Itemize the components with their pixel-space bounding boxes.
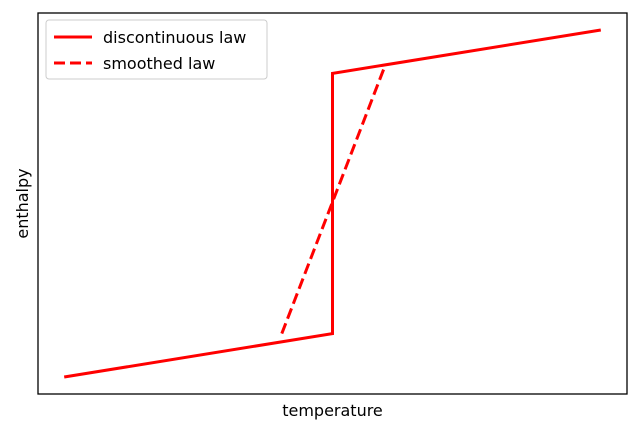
y-axis-label: enthalpy — [13, 168, 32, 238]
legend-frame — [45, 19, 268, 80]
series-layer — [63, 28, 602, 379]
series-line-discontinuous-law — [63, 28, 602, 379]
x-axis-label: temperature — [282, 401, 383, 420]
legend: discontinuous law smoothed law — [45, 19, 268, 80]
axes-frame — [37, 12, 628, 395]
legend-label-discontinuous: discontinuous law — [103, 28, 246, 47]
legend-label-smoothed: smoothed law — [103, 54, 215, 73]
